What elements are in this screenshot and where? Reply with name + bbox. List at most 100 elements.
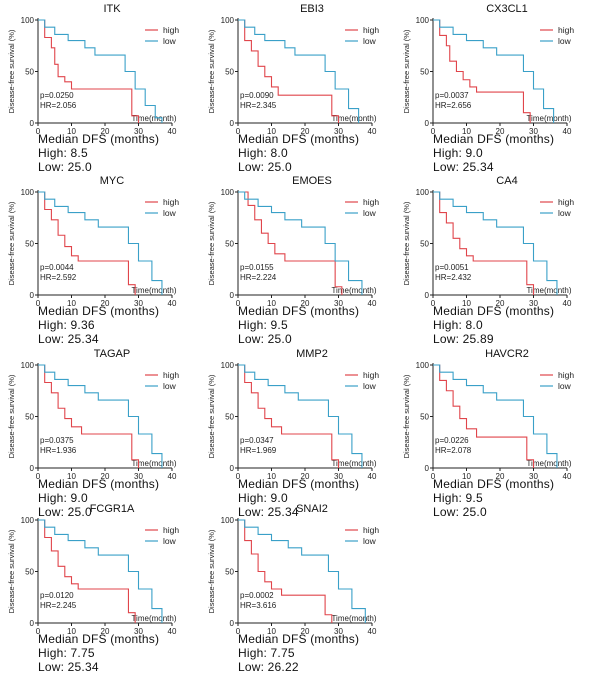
- p-value: p=0.0347: [240, 436, 274, 445]
- x-tick-label: 0: [236, 299, 241, 308]
- y-tick-label: 0: [230, 291, 235, 300]
- x-tick-label: 20: [301, 299, 310, 308]
- p-value: p=0.0375: [40, 436, 74, 445]
- survival-curve-low: [238, 364, 363, 468]
- legend-label-low: low: [163, 208, 177, 218]
- median-low: Low: 25.34: [38, 660, 99, 674]
- median-low: Low: 25.0: [433, 505, 487, 519]
- median-dfs-block: Median DFS (months) High: 9.5 Low: 25.0: [238, 304, 359, 346]
- y-tick-label: 0: [30, 619, 35, 628]
- x-tick-label: 30: [334, 299, 343, 308]
- legend-label-low: low: [163, 536, 177, 546]
- gene-title: EMOES: [292, 175, 332, 187]
- x-tick-label: 0: [431, 299, 436, 308]
- y-tick-label: 100: [416, 188, 430, 197]
- x-tick-label: 20: [301, 127, 310, 136]
- x-tick-label: 10: [267, 299, 276, 308]
- km-panel: HAVCR2 0 50 100 0 10 20 30 40 Disease-free surviv…: [395, 345, 595, 519]
- x-axis-label: Time(month): [331, 286, 376, 295]
- y-tick-label: 100: [221, 361, 235, 370]
- gene-title: CA4: [496, 175, 517, 187]
- median-low: Low: 25.0: [238, 160, 292, 174]
- legend-label-low: low: [558, 208, 572, 218]
- x-tick-label: 10: [267, 127, 276, 136]
- survival-curve-low: [433, 364, 558, 468]
- y-axis-label: Disease-free survival (%): [7, 201, 16, 285]
- legend-label-high: high: [558, 197, 574, 207]
- legend-label-high: high: [163, 525, 179, 535]
- median-heading: Median DFS (months): [238, 304, 360, 318]
- x-tick-label: 40: [368, 127, 377, 136]
- median-heading: Median DFS (months): [38, 632, 160, 646]
- median-dfs-block: Median DFS (months) High: 8.5 Low: 25.0: [38, 132, 159, 174]
- x-tick-label: 10: [267, 472, 276, 481]
- x-tick-label: 40: [168, 127, 177, 136]
- km-panel: MMP2 0 50 100 0 10 20 30 40 Disease-free survival…: [200, 345, 400, 519]
- y-axis-label: Disease-free survival (%): [207, 29, 216, 113]
- km-plot: FCGR1A 0 50 100 0 10 20 30 40 Disease-free surviv…: [7, 503, 179, 636]
- gene-title: MYC: [100, 175, 125, 187]
- x-axis-label: Time(month): [131, 614, 176, 623]
- p-value: p=0.0090: [240, 91, 274, 100]
- y-axis-label: Disease-free survival (%): [7, 529, 16, 613]
- legend-label-high: high: [558, 370, 574, 380]
- y-axis-label: Disease-free survival (%): [402, 374, 411, 458]
- x-tick-label: 20: [101, 127, 110, 136]
- y-tick-label: 100: [416, 361, 430, 370]
- gene-title: SNAI2: [296, 503, 328, 515]
- km-plot: EMOES 0 50 100 0 10 20 30 40 Disease-free surviva…: [207, 175, 379, 308]
- legend-label-high: high: [363, 370, 379, 380]
- p-value: p=0.0044: [40, 263, 74, 272]
- survival-curve-low: [38, 19, 163, 123]
- x-tick-label: 20: [101, 299, 110, 308]
- survival-curve-high: [433, 191, 535, 295]
- km-plot: TAGAP 0 50 100 0 10 20 30 40 Disease-free surviva…: [7, 348, 179, 481]
- x-tick-label: 10: [462, 472, 471, 481]
- y-axis-label: Disease-free survival (%): [402, 29, 411, 113]
- gene-title: FCGR1A: [90, 503, 135, 515]
- y-tick-label: 50: [25, 68, 34, 77]
- x-axis-label: Time(month): [331, 114, 376, 123]
- y-tick-label: 0: [425, 291, 430, 300]
- legend-label-high: high: [163, 25, 179, 35]
- legend-label-high: high: [163, 197, 179, 207]
- x-axis-label: Time(month): [331, 459, 376, 468]
- median-heading: Median DFS (months): [238, 632, 360, 646]
- km-panel: CA4 0 50 100 0 10 20 30 40 Disease-free survival …: [395, 172, 595, 346]
- hazard-ratio: HR=2.056: [40, 101, 77, 110]
- x-tick-label: 0: [236, 472, 241, 481]
- x-tick-label: 40: [368, 627, 377, 636]
- median-heading: Median DFS (months): [238, 132, 360, 146]
- median-dfs-block: Median DFS (months) High: 8.0 Low: 25.0: [238, 132, 359, 174]
- median-dfs-block: Median DFS (months) High: 8.0 Low: 25.89: [433, 304, 554, 346]
- x-tick-label: 10: [462, 299, 471, 308]
- median-dfs-block: Median DFS (months) High: 7.75 Low: 25.34: [38, 632, 159, 674]
- km-panel: CX3CL1 0 50 100 0 10 20 30 40 Disease-free surviv…: [395, 0, 595, 174]
- x-tick-label: 20: [496, 472, 505, 481]
- x-tick-label: 20: [301, 472, 310, 481]
- y-tick-label: 50: [225, 68, 234, 77]
- legend-label-low: low: [363, 381, 377, 391]
- median-high: High: 8.5: [38, 146, 88, 160]
- median-low: Low: 25.0: [38, 160, 92, 174]
- median-dfs-block: Median DFS (months) High: 9.36 Low: 25.34: [38, 304, 159, 346]
- x-tick-label: 40: [563, 299, 572, 308]
- legend-label-high: high: [363, 525, 379, 535]
- y-tick-label: 50: [25, 413, 34, 422]
- y-tick-label: 100: [221, 516, 235, 525]
- km-plot: HAVCR2 0 50 100 0 10 20 30 40 Disease-free surviv…: [402, 348, 574, 481]
- legend-label-high: high: [363, 197, 379, 207]
- y-tick-label: 0: [230, 119, 235, 128]
- median-high: High: 9.0: [38, 491, 88, 505]
- legend-label-high: high: [163, 370, 179, 380]
- hazard-ratio: HR=1.969: [240, 446, 277, 455]
- y-tick-label: 0: [425, 464, 430, 473]
- y-tick-label: 0: [230, 619, 235, 628]
- y-tick-label: 0: [425, 119, 430, 128]
- median-heading: Median DFS (months): [238, 477, 360, 491]
- x-tick-label: 40: [168, 472, 177, 481]
- y-tick-label: 50: [225, 240, 234, 249]
- survival-curve-high: [38, 191, 136, 295]
- x-tick-label: 40: [563, 472, 572, 481]
- y-tick-label: 100: [21, 361, 35, 370]
